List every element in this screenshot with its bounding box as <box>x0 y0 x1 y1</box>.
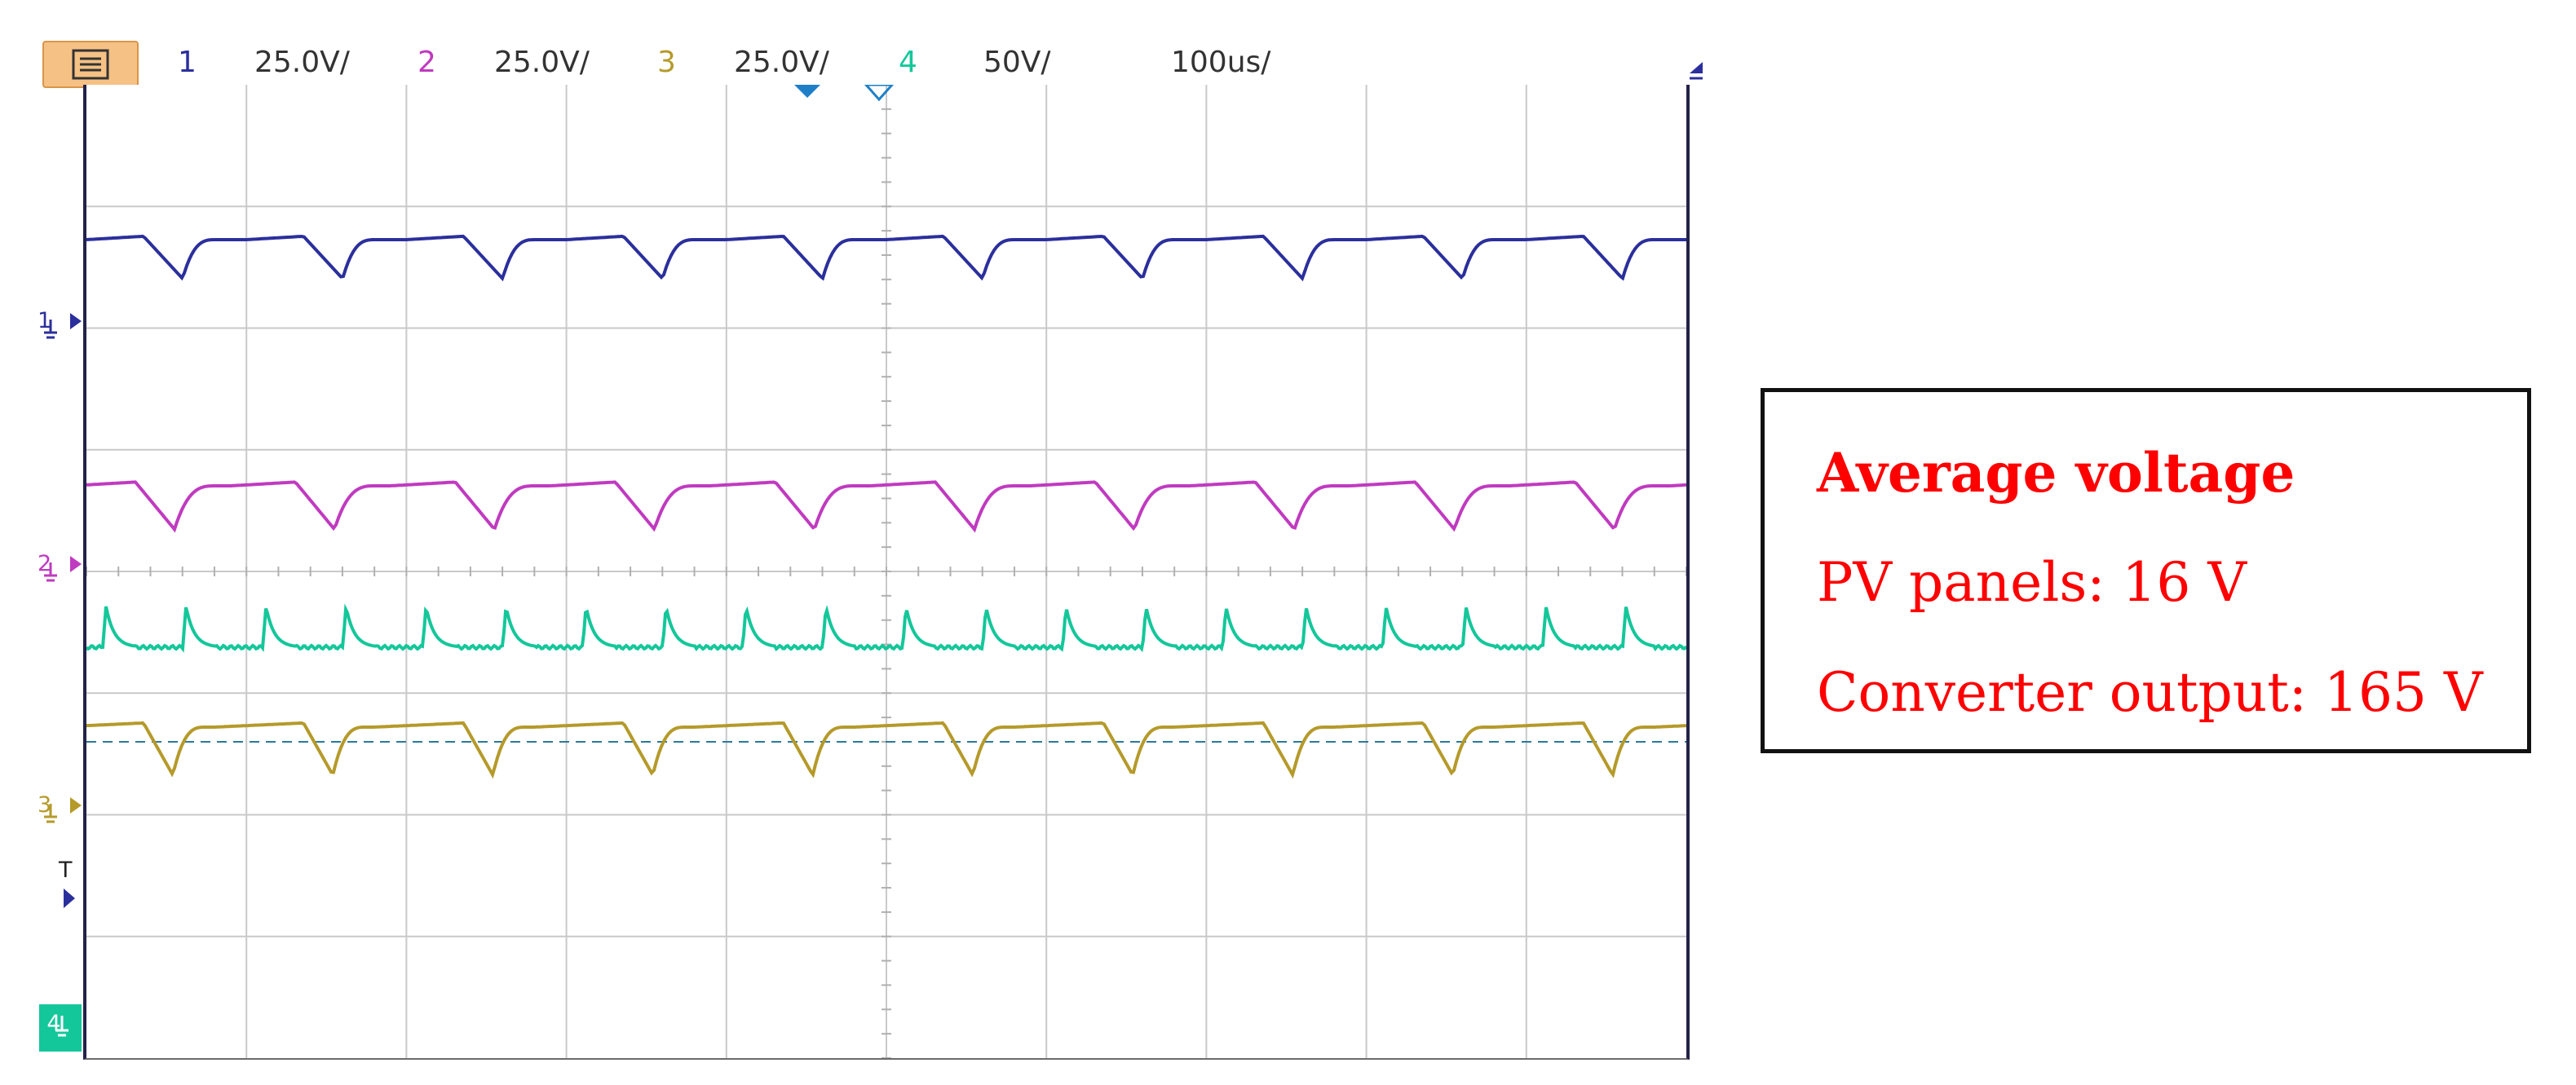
ch2-waveform <box>86 480 1686 533</box>
ch1-waveform <box>86 234 1686 282</box>
average-voltage-box: Average voltage PV panels: 16 V Converte… <box>1761 388 2531 753</box>
ch2-marker-label: 2 <box>38 551 52 576</box>
ground-icon <box>55 1016 68 1037</box>
menu-list-icon <box>72 49 109 80</box>
delay-marker[interactable] <box>864 85 895 102</box>
ch1-scale[interactable]: 25.0V/ <box>254 46 350 79</box>
trigger-arrow-icon <box>64 889 75 908</box>
trigger-arrow-icon[interactable] <box>1686 51 1704 83</box>
ground-icon <box>44 556 82 582</box>
ground-icon <box>44 313 82 339</box>
ch2-scale[interactable]: 25.0V/ <box>494 46 590 79</box>
ch3-marker-label: 3 <box>38 792 52 818</box>
ch4-waveform <box>86 603 1686 653</box>
ch4-scale[interactable]: 50V/ <box>983 46 1051 79</box>
ch3-scale[interactable]: 25.0V/ <box>734 46 829 79</box>
ch4-ground-marker[interactable]: 4 <box>39 1004 82 1052</box>
ground-icon <box>44 797 82 823</box>
ch2-number[interactable]: 2 <box>418 46 436 79</box>
pv-panels-voltage: PV panels: 16 V <box>1817 551 2247 614</box>
scope-graticule <box>86 85 1686 1058</box>
trigger-marker-label: T <box>59 858 73 883</box>
ch2-ground-marker[interactable]: 2 <box>38 551 82 582</box>
scope-status-bar: 1 25.0V/ 2 25.0V/ 3 25.0V/ 4 50V/ 100us/ <box>0 33 1704 93</box>
menu-button[interactable] <box>42 41 139 88</box>
ch1-ground-marker[interactable]: 1 <box>38 308 82 339</box>
ch4-number[interactable]: 4 <box>899 46 917 79</box>
trigger-position-marker[interactable] <box>794 85 820 98</box>
ch3-waveform <box>86 721 1686 779</box>
timebase-label[interactable]: 100us/ <box>1171 46 1271 79</box>
trigger-level-marker[interactable]: T <box>59 858 75 908</box>
scope-display[interactable] <box>83 85 1690 1060</box>
ch3-number[interactable]: 3 <box>657 46 676 79</box>
ch4-marker-label: 4 <box>46 1011 61 1036</box>
converter-output-voltage: Converter output: 165 V <box>1817 661 2483 724</box>
ch3-ground-marker[interactable]: 3 <box>38 792 82 823</box>
ch1-number[interactable]: 1 <box>178 46 197 79</box>
annotation-title: Average voltage <box>1817 441 2295 505</box>
ch1-marker-label: 1 <box>38 308 52 333</box>
